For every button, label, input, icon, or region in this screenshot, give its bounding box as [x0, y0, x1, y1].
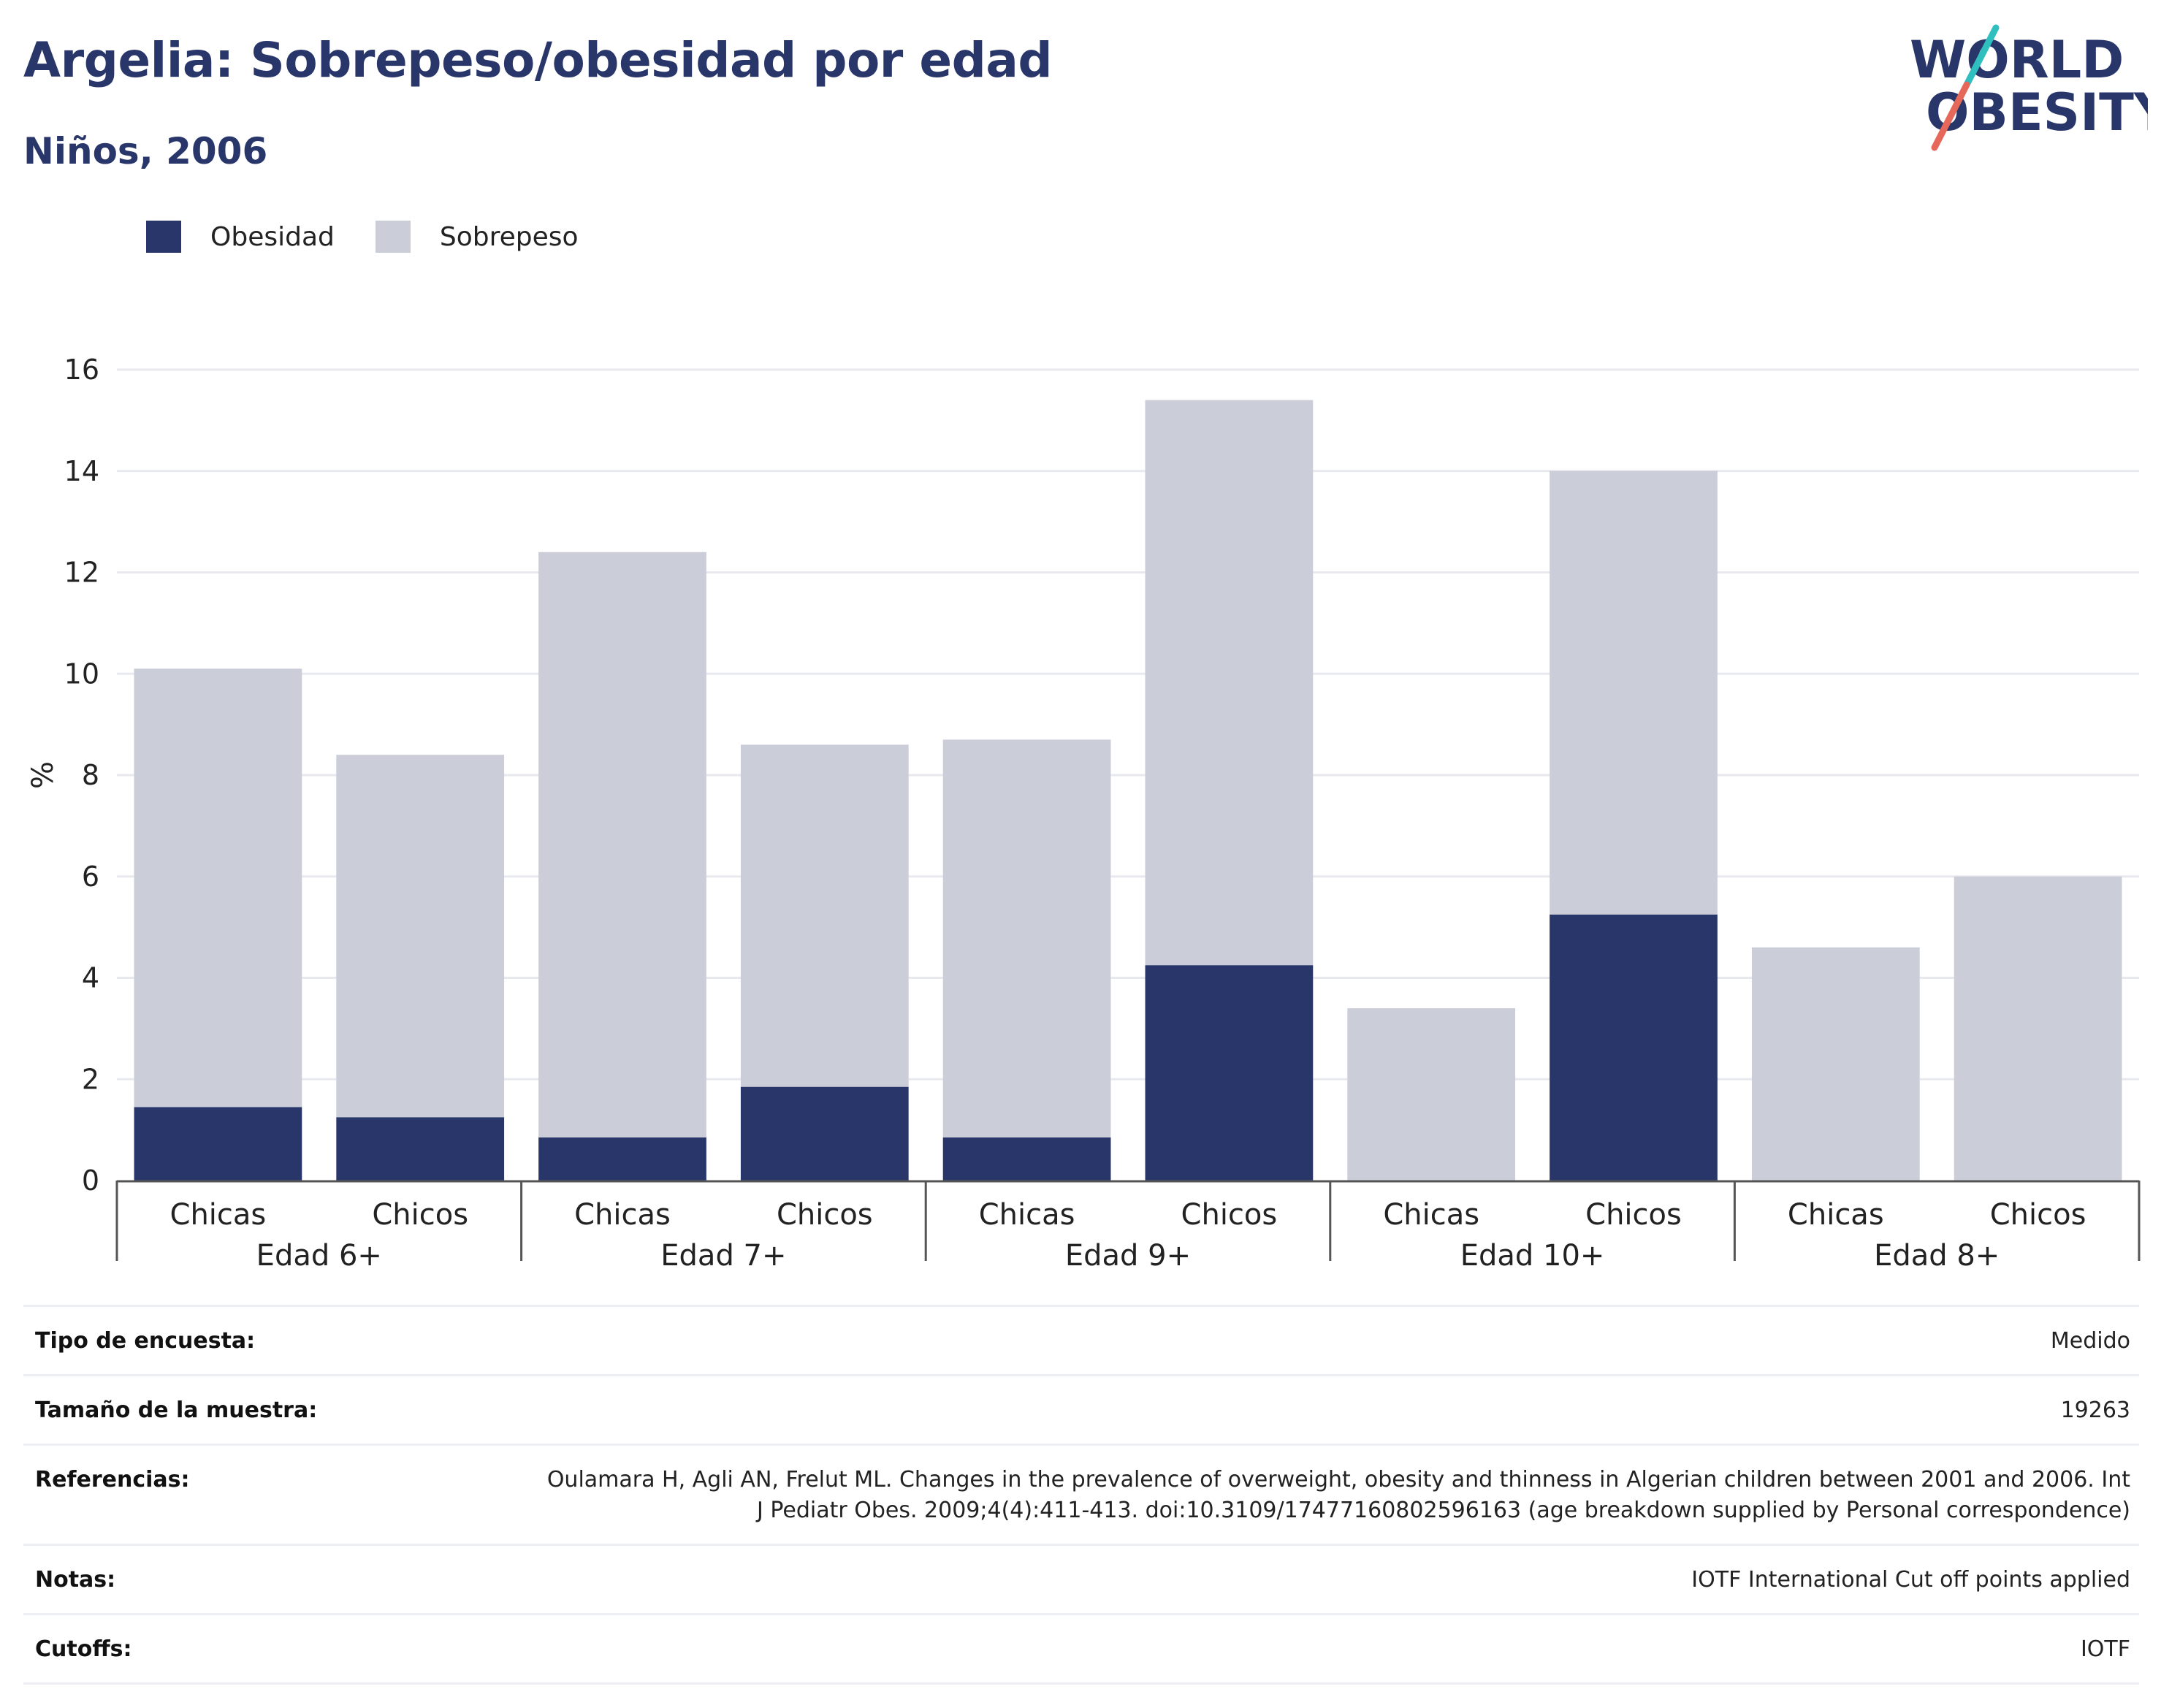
x-tick-label: Chicas	[979, 1198, 1075, 1232]
bar-sobrepeso	[1954, 876, 2122, 1181]
meta-label: Tamaño de la muestra:	[35, 1398, 318, 1423]
meta-row-notes: Notas: IOTF International Cut off points…	[23, 1544, 2139, 1613]
meta-value: Oulamara H, Agli AN, Frelut ML. Changes …	[546, 1467, 2130, 1523]
group-label: Edad 8+	[1874, 1239, 2000, 1273]
bar-obesidad	[538, 1137, 706, 1181]
bar-sobrepeso	[1145, 400, 1314, 966]
y-tick-label: 10	[64, 657, 99, 690]
meta-label: Cutoffs:	[35, 1636, 132, 1662]
group-label: Edad 10+	[1460, 1239, 1605, 1273]
meta-value: Medido	[2050, 1328, 2130, 1354]
y-tick-label: 4	[82, 962, 99, 994]
meta-row-references: Referencias: Oulamara H, Agli AN, Frelut…	[23, 1444, 2139, 1544]
meta-label: Notas:	[35, 1567, 116, 1593]
x-tick-label: Chicos	[1585, 1198, 1682, 1232]
chart-legend: Obesidad Sobrepeso	[146, 216, 620, 257]
legend-swatch-obesidad	[146, 221, 181, 253]
bar-obesidad	[336, 1117, 505, 1181]
bar-obesidad	[1550, 914, 1718, 1181]
bar-sobrepeso	[1347, 1008, 1516, 1181]
bar-sobrepeso	[942, 739, 1111, 1138]
bar-sobrepeso	[336, 755, 505, 1118]
meta-row-survey-type: Tipo de encuesta: Medido	[23, 1305, 2139, 1374]
page-subtitle: Niños, 2006	[23, 130, 268, 172]
y-tick-label: 0	[82, 1164, 99, 1197]
x-tick-label: Chicas	[1383, 1198, 1479, 1232]
bar-obesidad	[942, 1137, 1111, 1181]
meta-value: IOTF	[2080, 1636, 2130, 1662]
meta-row-sample-size: Tamaño de la muestra: 19263	[23, 1374, 2139, 1444]
bar-sobrepeso	[1550, 470, 1718, 915]
bar-sobrepeso	[538, 552, 706, 1138]
group-label: Edad 6+	[256, 1239, 382, 1273]
logo-text-obesity: OBESITY	[1926, 83, 2148, 142]
x-tick-label: Chicos	[1181, 1198, 1278, 1232]
group-label: Edad 9+	[1065, 1239, 1191, 1273]
world-obesity-logo: WORLD OBESITY	[1910, 24, 2148, 151]
x-tick-label: Chicas	[574, 1198, 671, 1232]
page-title: Argelia: Sobrepeso/obesidad por edad	[23, 32, 1053, 88]
legend-label-obesidad: Obesidad	[210, 221, 335, 252]
y-tick-label: 2	[82, 1063, 99, 1095]
survey-info-table: Tipo de encuesta: Medido Tamaño de la mu…	[23, 1305, 2139, 1685]
y-tick-label: 16	[64, 354, 99, 386]
bar-obesidad	[740, 1086, 909, 1181]
x-tick-label: Chicas	[170, 1198, 267, 1232]
logo-text-world: WORLD	[1910, 30, 2124, 90]
stacked-bar-chart: 0 2 4 6 8 10 12 14 16% Chicas Chicos Chicas Chicos Ch…	[26, 354, 2141, 1273]
logo-slash-coral-icon	[1931, 81, 1970, 151]
legend-item-sobrepeso[interactable]: Sobrepeso	[375, 221, 579, 253]
bar-sobrepeso	[134, 668, 302, 1107]
x-tick-label: Chicas	[1788, 1198, 1884, 1232]
x-tick-label: Chicos	[1990, 1198, 2086, 1232]
y-tick-label: 14	[64, 455, 99, 487]
legend-item-obesidad[interactable]: Obesidad	[146, 221, 335, 253]
y-axis-title: %	[26, 761, 60, 789]
logo-slash-teal-icon	[1963, 24, 2000, 88]
group-label: Edad 7+	[660, 1239, 786, 1273]
x-tick-label: Chicos	[372, 1198, 468, 1232]
y-tick-label: 12	[64, 557, 99, 589]
legend-swatch-sobrepeso	[375, 221, 411, 253]
meta-label: Referencias:	[35, 1467, 190, 1492]
bar-obesidad	[134, 1107, 302, 1181]
bar-sobrepeso	[1751, 947, 1920, 1181]
bar-obesidad	[1145, 965, 1314, 1181]
y-tick-label: 8	[82, 759, 99, 791]
y-tick-label: 6	[82, 861, 99, 893]
meta-label: Tipo de encuesta:	[35, 1328, 256, 1354]
meta-value: IOTF International Cut off points applie…	[1691, 1567, 2130, 1593]
meta-value: 19263	[2060, 1398, 2130, 1423]
meta-row-cutoffs: Cutoffs: IOTF	[23, 1613, 2139, 1685]
x-tick-label: Chicos	[777, 1198, 873, 1232]
bar-sobrepeso	[740, 744, 909, 1087]
legend-label-sobrepeso: Sobrepeso	[439, 221, 579, 252]
